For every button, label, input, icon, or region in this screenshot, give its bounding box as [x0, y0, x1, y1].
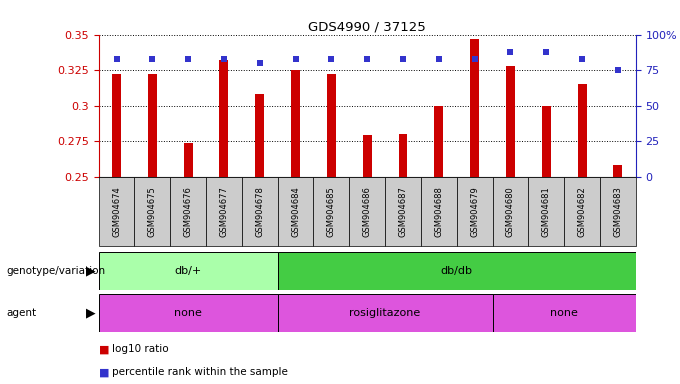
Bar: [600, 177, 636, 246]
Bar: [220, 60, 228, 177]
Bar: [99, 294, 277, 332]
Bar: [135, 177, 170, 246]
Bar: [313, 177, 350, 246]
Bar: [242, 177, 277, 246]
Text: rosiglitazone: rosiglitazone: [350, 308, 421, 318]
Bar: [206, 177, 242, 246]
Text: genotype/variation: genotype/variation: [7, 266, 106, 276]
Bar: [170, 177, 206, 246]
Bar: [255, 94, 265, 177]
Text: GSM904687: GSM904687: [398, 186, 407, 237]
Bar: [291, 70, 300, 177]
Text: GSM904684: GSM904684: [291, 186, 300, 237]
Bar: [542, 106, 551, 177]
Text: ▶: ▶: [86, 264, 95, 277]
Bar: [613, 165, 622, 177]
Text: GSM904679: GSM904679: [470, 186, 479, 237]
Text: ■: ■: [99, 367, 109, 377]
Text: GSM904676: GSM904676: [184, 186, 192, 237]
Text: GSM904680: GSM904680: [506, 186, 515, 237]
Bar: [457, 177, 492, 246]
Text: none: none: [550, 308, 578, 318]
Bar: [421, 177, 457, 246]
Bar: [385, 177, 421, 246]
Bar: [492, 294, 636, 332]
Bar: [277, 252, 636, 290]
Text: GSM904677: GSM904677: [220, 186, 228, 237]
Text: GSM904686: GSM904686: [362, 186, 372, 237]
Text: GSM904688: GSM904688: [435, 186, 443, 237]
Text: GSM904675: GSM904675: [148, 186, 157, 237]
Text: GSM904683: GSM904683: [613, 186, 622, 237]
Bar: [470, 39, 479, 177]
Text: GSM904685: GSM904685: [327, 186, 336, 237]
Bar: [577, 84, 587, 177]
Bar: [398, 134, 407, 177]
Bar: [184, 142, 192, 177]
Text: db/+: db/+: [175, 266, 202, 276]
Bar: [564, 177, 600, 246]
Bar: [362, 136, 372, 177]
Text: log10 ratio: log10 ratio: [112, 344, 169, 354]
Text: none: none: [174, 308, 202, 318]
Title: GDS4990 / 37125: GDS4990 / 37125: [308, 20, 426, 33]
Bar: [277, 294, 492, 332]
Bar: [99, 177, 135, 246]
Bar: [327, 74, 336, 177]
Text: ▶: ▶: [86, 306, 95, 319]
Text: GSM904682: GSM904682: [577, 186, 587, 237]
Bar: [148, 74, 157, 177]
Bar: [506, 66, 515, 177]
Text: GSM904681: GSM904681: [542, 186, 551, 237]
Text: agent: agent: [7, 308, 37, 318]
Text: GSM904674: GSM904674: [112, 186, 121, 237]
Bar: [112, 74, 121, 177]
Text: percentile rank within the sample: percentile rank within the sample: [112, 367, 288, 377]
Text: db/db: db/db: [441, 266, 473, 276]
Bar: [99, 252, 277, 290]
Bar: [350, 177, 385, 246]
Text: GSM904678: GSM904678: [255, 186, 265, 237]
Text: ■: ■: [99, 344, 109, 354]
Bar: [277, 177, 313, 246]
Bar: [435, 106, 443, 177]
Bar: [528, 177, 564, 246]
Bar: [492, 177, 528, 246]
